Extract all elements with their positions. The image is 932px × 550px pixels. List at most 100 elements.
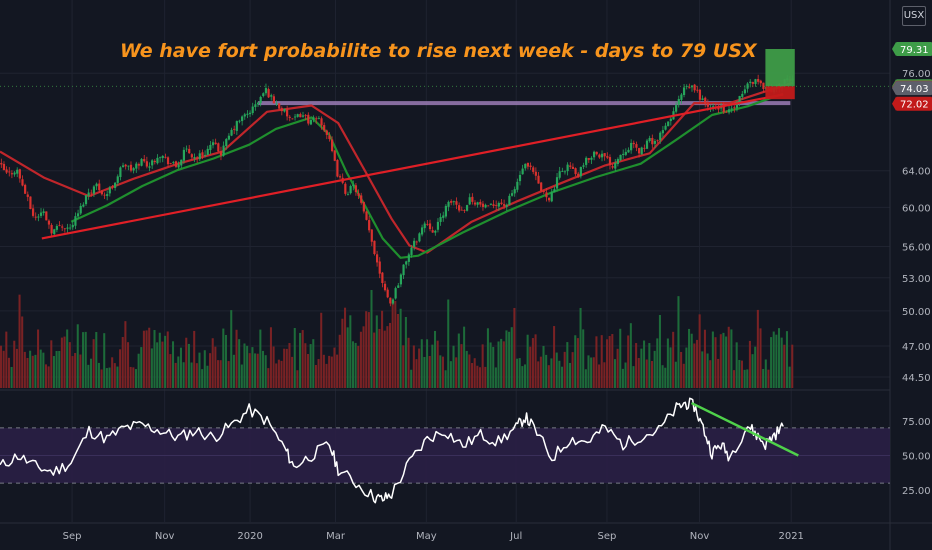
price-badge-label: 72.02 [900, 100, 929, 111]
volume-bar [89, 358, 93, 388]
volume-bar [497, 341, 500, 388]
candle-body [643, 147, 646, 149]
candle-body [82, 204, 85, 207]
volume-bar [598, 364, 601, 388]
candle-body [328, 135, 331, 139]
volume-bar [616, 348, 619, 388]
volume-bar [478, 367, 482, 388]
volume-bar [121, 337, 124, 388]
candle-body [680, 94, 683, 100]
volume-bar [574, 335, 577, 388]
volume-bar [404, 316, 407, 388]
candle-body [471, 196, 474, 202]
volume-bar [558, 360, 561, 388]
volume-bar [254, 353, 257, 388]
volume-bar [727, 326, 730, 388]
candle-body [349, 186, 352, 194]
candle-body [259, 96, 262, 104]
candle-body [555, 177, 559, 189]
volume-bar [643, 340, 646, 388]
rsi-tick-label: 25.00 [902, 486, 931, 497]
candle-body [98, 183, 101, 191]
volume-bar [595, 336, 598, 388]
candle-body [79, 205, 82, 214]
chart-annotation: We have fort probabilite to rise next we… [120, 40, 757, 62]
volume-bar [288, 343, 291, 388]
volume-bar [645, 359, 648, 388]
candle-body [542, 191, 545, 192]
volume-bar [293, 327, 296, 388]
volume-bar [669, 347, 672, 388]
candle-body [434, 230, 437, 233]
candle-body [484, 204, 487, 208]
candle-body [579, 167, 582, 177]
volume-bar [314, 364, 317, 388]
volume-bar [444, 370, 447, 388]
candle-body [460, 209, 463, 211]
candle-body [222, 145, 225, 156]
candle-body [677, 98, 680, 105]
candle-body [754, 79, 757, 84]
volume-bar [95, 332, 98, 388]
candle-body [241, 116, 244, 122]
target-zone [765, 49, 795, 87]
volume-bar [82, 332, 85, 388]
candle-body [603, 153, 606, 157]
candle-body [317, 118, 320, 119]
volume-bar [243, 343, 246, 388]
candle-body [558, 171, 561, 178]
candle-body [219, 151, 223, 156]
candle-body [487, 205, 490, 207]
volume-bar [463, 326, 466, 388]
candle-body [53, 229, 56, 235]
volume-bar [322, 354, 325, 388]
candle-body [627, 149, 630, 153]
volume-bar [275, 363, 278, 388]
candle-body [124, 164, 127, 167]
candle-body [431, 230, 434, 233]
volume-bar [441, 356, 444, 388]
volume-bar [116, 366, 119, 388]
volume-bar [100, 369, 103, 388]
volume-bar [296, 370, 299, 388]
candle-body [248, 112, 252, 115]
volume-bar [195, 363, 198, 388]
currency-button[interactable]: USX [902, 6, 926, 26]
volume-bar [74, 353, 77, 388]
candle-body [299, 114, 302, 118]
candle-body [119, 167, 122, 178]
volume-bar [251, 347, 254, 388]
volume-bar [682, 363, 685, 388]
candle-body [39, 212, 43, 216]
volume-bar [246, 345, 249, 388]
volume-bar [396, 314, 399, 388]
volume-bar [26, 357, 29, 388]
candle-body [193, 157, 196, 159]
price-badge [896, 96, 932, 111]
candle-body [114, 182, 117, 188]
candle-body [296, 114, 299, 117]
candle-body [143, 159, 146, 162]
volume-bar [778, 328, 781, 388]
volume-bar [23, 351, 26, 388]
volume-bar [87, 364, 90, 388]
volume-bar [426, 339, 429, 388]
volume-bar [137, 353, 140, 388]
moving-average-fast [0, 81, 793, 254]
candle-body [272, 96, 275, 104]
volume-bar [394, 300, 397, 388]
candle-body [738, 96, 741, 103]
volume-bar [648, 343, 651, 388]
candle-body [463, 209, 466, 211]
candle-body [71, 224, 74, 228]
volume-bar [523, 364, 527, 388]
rsi-tick-label: 75.00 [902, 417, 931, 428]
volume-bar [603, 362, 606, 388]
volume-bar [63, 336, 66, 388]
volume-bar [566, 342, 569, 388]
candle-body [468, 197, 471, 205]
volume-bar [306, 354, 310, 388]
volume-bar [759, 328, 762, 388]
time-tick-label: 2020 [237, 531, 262, 542]
